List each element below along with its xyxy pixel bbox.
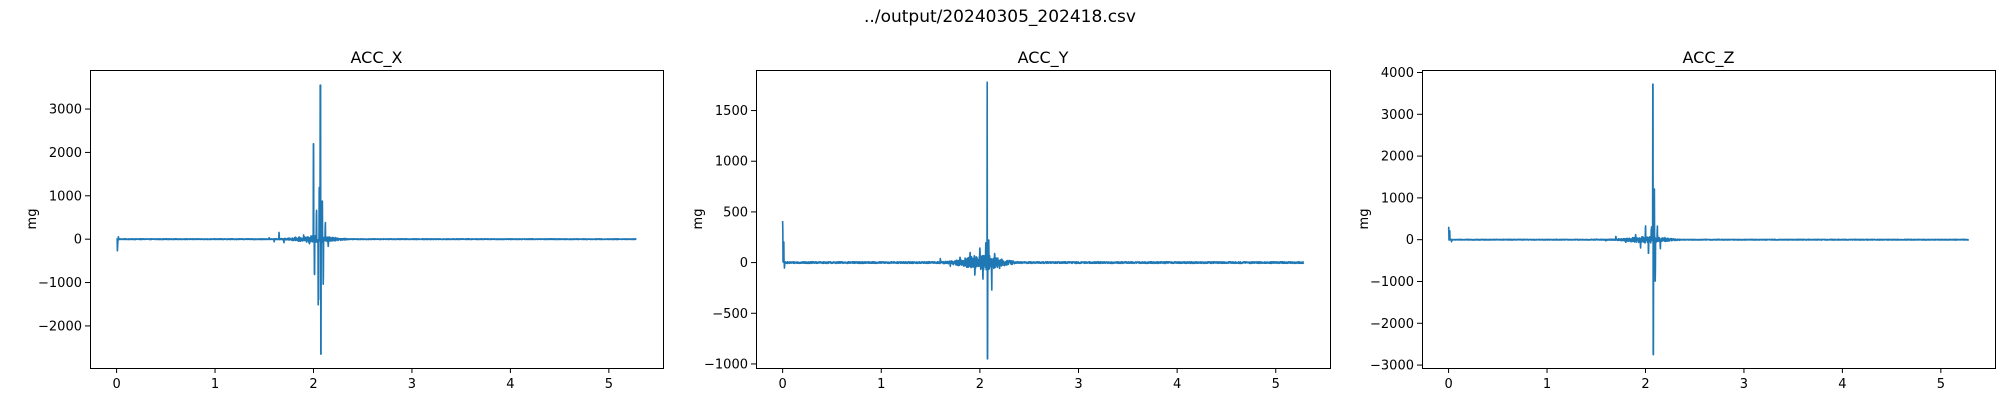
x-tick-label: 3 [1740,377,1748,392]
x-tick-label: 5 [1272,377,1280,392]
x-tick-label: 2 [976,377,984,392]
series-line [115,84,638,355]
y-axis-label: mg [1357,209,1372,230]
figure-suptitle: ../output/20240305_202418.csv [864,7,1136,27]
axes-frame [90,70,664,369]
y-tick-label: −2000 [38,319,82,334]
axes-frame [756,70,1331,369]
y-tick-label: 0 [1406,233,1414,248]
y-tick-label: −1000 [704,357,748,372]
y-axis-label: mg [691,209,706,230]
y-axis-label: mg [25,209,40,230]
y-tick-label: 1000 [715,155,748,170]
y-tick-label: −3000 [1370,359,1414,374]
series-line [781,81,1305,360]
subplot-title: ACC_Y [1018,48,1069,68]
y-tick-label: 0 [740,256,748,271]
y-tick-label: −500 [712,307,748,322]
y-tick-label: 1000 [49,189,82,204]
y-tick-label: 2000 [49,146,82,161]
x-tick-label: 1 [1543,377,1551,392]
x-tick-label: 4 [506,377,514,392]
x-tick-label: 2 [1641,377,1649,392]
x-tick-label: 1 [211,377,219,392]
y-tick-label: 3000 [49,103,82,118]
subplot-title: ACC_X [351,48,403,68]
y-tick-label: 1500 [715,104,748,119]
x-tick-label: 0 [112,377,120,392]
y-tick-label: 1000 [1381,191,1414,206]
y-tick-label: −1000 [1370,275,1414,290]
series-line [1447,83,1970,356]
x-tick-label: 0 [778,377,786,392]
subplot-title: ACC_Z [1683,48,1735,68]
x-tick-label: 4 [1838,377,1846,392]
y-tick-label: −1000 [38,276,82,291]
subplot-acc-z: ACC_Zmg 0 1 2 3 4 5 −3000 −2000 −1000 0 1000 2000 300… [1357,48,1996,392]
subplot-acc-y: ACC_Ymg 0 1 2 3 4 5 −1000 −500 0 500 1000 1500 [691,48,1331,392]
y-tick-label: 500 [723,205,748,220]
y-tick-label: −2000 [1370,317,1414,332]
x-tick-label: 4 [1173,377,1181,392]
x-tick-label: 5 [605,377,613,392]
y-tick-label: 0 [74,233,82,248]
x-tick-label: 0 [1444,377,1452,392]
x-tick-label: 1 [877,377,885,392]
x-tick-label: 3 [1074,377,1082,392]
x-tick-label: 5 [1937,377,1945,392]
axes-frame [1422,70,1996,369]
y-tick-label: 4000 [1381,66,1414,81]
y-tick-label: 3000 [1381,108,1414,123]
subplot-acc-x: ACC_Xmg 0 1 2 3 4 5 −2000 −1000 0 1000 2000 3000 [25,48,664,392]
x-tick-label: 3 [408,377,416,392]
y-tick-label: 2000 [1381,150,1414,165]
x-tick-label: 2 [309,377,317,392]
